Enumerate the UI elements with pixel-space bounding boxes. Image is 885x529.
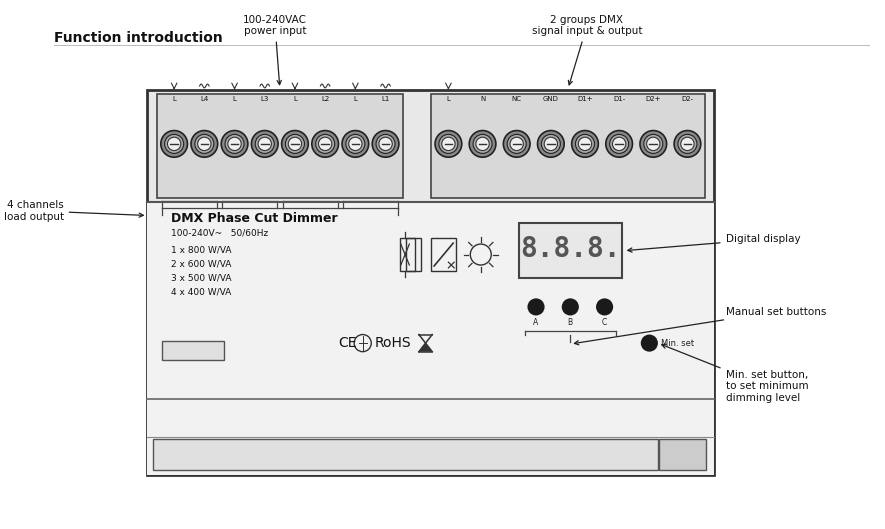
- Text: 8.8.8.: 8.8.8.: [520, 235, 620, 263]
- Circle shape: [167, 137, 181, 151]
- Circle shape: [544, 137, 558, 151]
- Circle shape: [195, 134, 214, 153]
- Text: Digital display: Digital display: [627, 234, 800, 252]
- Bar: [148, 202, 714, 476]
- Text: D1-: D1-: [613, 96, 626, 103]
- Circle shape: [289, 137, 302, 151]
- Text: GND: GND: [543, 96, 558, 103]
- Circle shape: [641, 334, 658, 352]
- Circle shape: [191, 131, 218, 157]
- Text: N: N: [480, 96, 485, 103]
- Circle shape: [312, 131, 338, 157]
- Text: 2 groups DMX
signal input & output: 2 groups DMX signal input & output: [532, 15, 643, 85]
- Text: A: A: [534, 318, 539, 327]
- Circle shape: [537, 131, 564, 157]
- Circle shape: [473, 134, 492, 153]
- Circle shape: [251, 131, 278, 157]
- Text: Function introduction: Function introduction: [54, 31, 223, 45]
- Text: Manual set buttons: Manual set buttons: [574, 307, 826, 345]
- Circle shape: [439, 134, 458, 153]
- Circle shape: [319, 137, 332, 151]
- Text: D1+: D1+: [577, 96, 593, 103]
- Text: D2-: D2-: [681, 96, 694, 103]
- Circle shape: [596, 298, 613, 315]
- Bar: [148, 90, 714, 476]
- Bar: [400, 239, 415, 271]
- Circle shape: [197, 137, 211, 151]
- Circle shape: [349, 137, 362, 151]
- Text: C: C: [602, 318, 607, 327]
- Circle shape: [469, 131, 496, 157]
- Circle shape: [435, 131, 462, 157]
- Circle shape: [510, 137, 523, 151]
- Circle shape: [504, 131, 530, 157]
- Circle shape: [647, 137, 660, 151]
- Text: L4: L4: [200, 96, 209, 103]
- Circle shape: [255, 134, 274, 153]
- Circle shape: [258, 137, 272, 151]
- Text: L: L: [353, 96, 358, 103]
- Circle shape: [575, 134, 595, 153]
- Circle shape: [643, 134, 663, 153]
- Text: B: B: [568, 318, 573, 327]
- Text: 100-240V~   50/60Hz: 100-240V~ 50/60Hz: [172, 229, 268, 238]
- Circle shape: [476, 137, 489, 151]
- Bar: [431, 239, 456, 271]
- Circle shape: [373, 131, 399, 157]
- Circle shape: [681, 137, 694, 151]
- Circle shape: [527, 298, 544, 315]
- Text: NC: NC: [512, 96, 521, 103]
- Circle shape: [346, 134, 365, 153]
- Circle shape: [379, 137, 392, 151]
- Circle shape: [678, 134, 697, 153]
- Text: 4 channels
load output: 4 channels load output: [4, 200, 143, 222]
- Circle shape: [640, 131, 666, 157]
- Circle shape: [578, 137, 592, 151]
- Circle shape: [225, 134, 244, 153]
- Circle shape: [161, 131, 188, 157]
- Bar: [157, 94, 403, 198]
- Text: CE: CE: [338, 336, 357, 350]
- Circle shape: [507, 134, 527, 153]
- Text: L3: L3: [260, 96, 269, 103]
- Text: L: L: [233, 96, 236, 103]
- Text: 100-240VAC
power input: 100-240VAC power input: [243, 15, 307, 85]
- Text: DMX Phase Cut Dimmer: DMX Phase Cut Dimmer: [172, 212, 338, 225]
- Circle shape: [342, 131, 369, 157]
- Bar: [148, 90, 714, 202]
- Circle shape: [442, 137, 455, 151]
- Circle shape: [281, 131, 308, 157]
- Circle shape: [606, 131, 633, 157]
- Bar: [519, 223, 622, 278]
- Text: 1 x 800 W/VA
2 x 600 W/VA
3 x 500 W/VA
4 x 400 W/VA: 1 x 800 W/VA 2 x 600 W/VA 3 x 500 W/VA 4…: [172, 246, 232, 297]
- Circle shape: [227, 137, 242, 151]
- Circle shape: [221, 131, 248, 157]
- Text: L: L: [173, 96, 176, 103]
- Polygon shape: [419, 343, 432, 352]
- Circle shape: [610, 134, 628, 153]
- Circle shape: [165, 134, 184, 153]
- Circle shape: [542, 134, 560, 153]
- Bar: [405, 239, 420, 271]
- Text: L2: L2: [321, 96, 329, 103]
- Circle shape: [316, 134, 335, 153]
- Bar: [153, 439, 658, 470]
- Bar: [431, 94, 704, 198]
- Text: RoHS: RoHS: [374, 336, 411, 350]
- Circle shape: [562, 298, 579, 315]
- Text: L: L: [293, 96, 296, 103]
- Text: L1: L1: [381, 96, 389, 103]
- Text: L: L: [446, 96, 450, 103]
- Bar: [658, 439, 706, 470]
- Text: Min. set button,
to set minimum
dimming level: Min. set button, to set minimum dimming …: [662, 344, 808, 403]
- Circle shape: [612, 137, 626, 151]
- Text: D2+: D2+: [645, 96, 661, 103]
- Circle shape: [572, 131, 598, 157]
- Text: Min. set: Min. set: [661, 339, 694, 348]
- Circle shape: [674, 131, 701, 157]
- Circle shape: [376, 134, 395, 153]
- Bar: [162, 341, 224, 360]
- Circle shape: [286, 134, 304, 153]
